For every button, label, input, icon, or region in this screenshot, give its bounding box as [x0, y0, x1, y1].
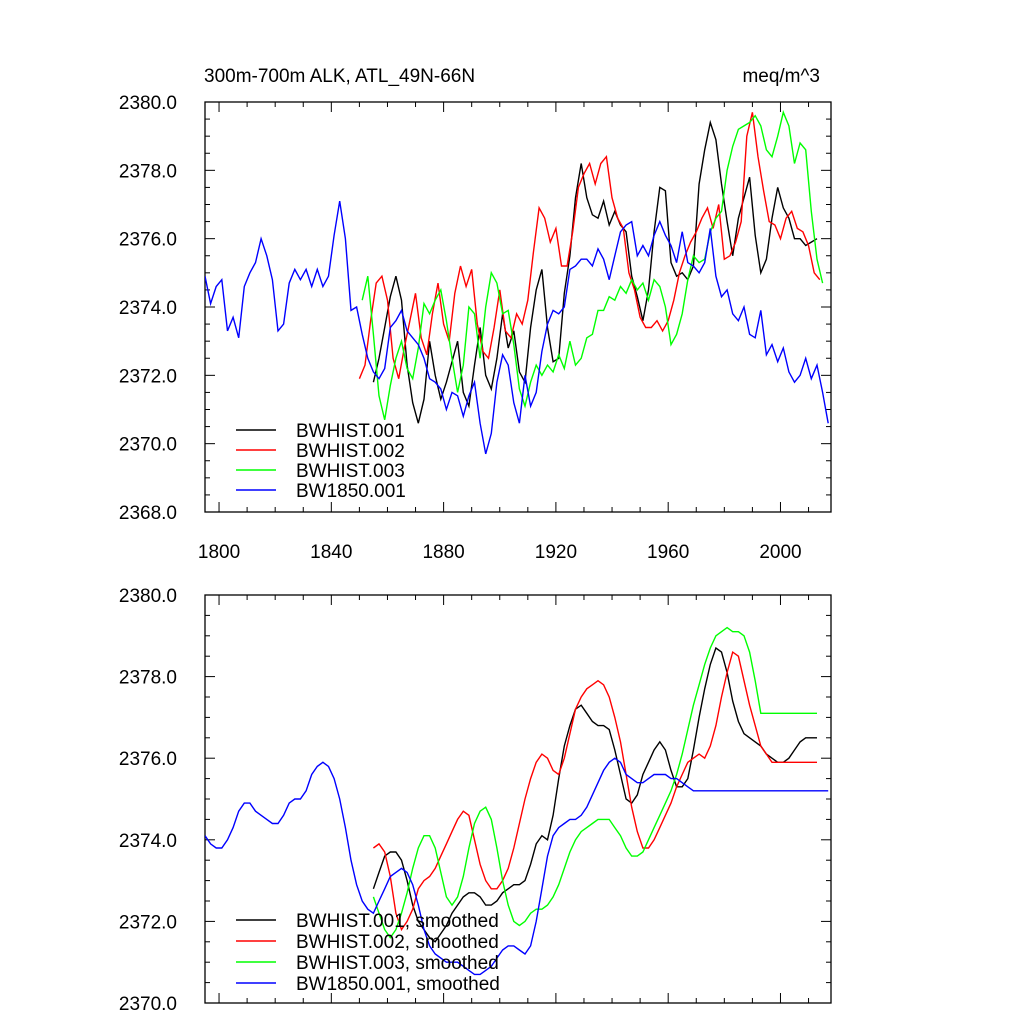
y-tick-label: 2372.0: [119, 912, 177, 933]
bottom-panel: 2370.0 2372.0 2374.0 2376.0 2378.0 2380.0 BWHI…: [119, 586, 832, 1015]
series-line-bwhist-001: [372, 119, 818, 424]
legend-label: BWHIST.002: [296, 441, 405, 462]
series-line-bwhist-003-smoothed: [372, 626, 817, 939]
y-tick-label: 2368.0: [119, 503, 177, 524]
y-tick-label: 2376.0: [119, 749, 177, 770]
legend-label: BWHIST.002, smoothed: [296, 932, 499, 953]
y-tick-label: 2370.0: [119, 994, 177, 1015]
x-tick-label: 2000: [759, 542, 801, 563]
y-tick-label: 2380.0: [119, 586, 177, 607]
y-tick-label: 2378.0: [119, 161, 177, 182]
legend-label: BWHIST.001, smoothed: [296, 911, 499, 932]
series-line-bw1850-001-smoothed: [205, 757, 829, 976]
y-tick-label: 2374.0: [119, 831, 177, 852]
legend-label: BW1850.001, smoothed: [296, 974, 500, 995]
top-panel: 2368.0 2370.0 2372.0 2374.0 2376.0 2378.0 2380…: [119, 93, 832, 563]
series-line-bwhist-002: [358, 112, 821, 379]
x-tick-label: 1920: [535, 542, 577, 563]
y-tick-label: 2374.0: [119, 298, 177, 319]
x-tick-label: 1960: [647, 542, 689, 563]
series-line-bwhist-001-smoothed: [372, 646, 817, 943]
series-line-bwhist-003: [361, 110, 824, 420]
legend-label: BWHIST.003, smoothed: [296, 953, 499, 974]
y-tick-label: 2380.0: [119, 93, 177, 114]
series-line-bwhist-002-smoothed: [372, 650, 817, 932]
y-tick-label: 2376.0: [119, 230, 177, 251]
plot-units: meq/m^3: [742, 66, 820, 87]
legend-label: BWHIST.003: [296, 461, 405, 482]
x-tick-label: 1840: [310, 542, 352, 563]
x-tick-label: 1800: [198, 542, 240, 563]
legend-label: BW1850.001: [296, 481, 406, 502]
y-tick-label: 2372.0: [119, 366, 177, 387]
series-line-bw1850-001: [205, 200, 829, 455]
y-tick-label: 2370.0: [119, 435, 177, 456]
plot-title: 300m-700m ALK, ATL_49N-66N: [204, 66, 475, 87]
legend-label: BWHIST.001: [296, 421, 405, 442]
x-tick-label: 1880: [422, 542, 464, 563]
y-tick-label: 2378.0: [119, 668, 177, 689]
